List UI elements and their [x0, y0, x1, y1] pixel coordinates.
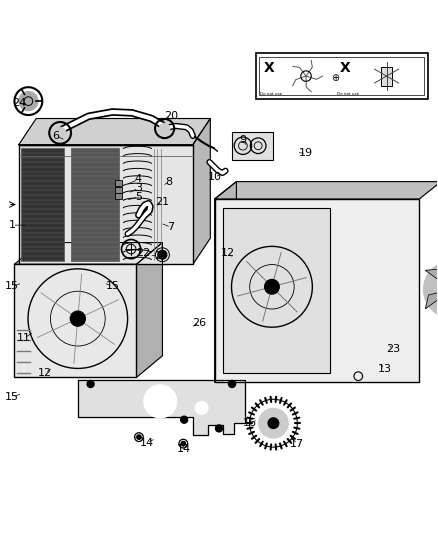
- Polygon shape: [215, 182, 438, 199]
- Bar: [115, 193, 122, 199]
- Bar: [215, 199, 419, 382]
- Bar: [71, 148, 119, 261]
- Circle shape: [137, 435, 141, 439]
- Text: 8: 8: [166, 176, 173, 187]
- Polygon shape: [425, 269, 438, 289]
- Text: 16: 16: [243, 418, 257, 428]
- Bar: [115, 187, 122, 193]
- Circle shape: [159, 123, 170, 134]
- Circle shape: [229, 381, 236, 387]
- Text: 6: 6: [52, 131, 59, 141]
- Text: 22: 22: [136, 248, 150, 259]
- Text: 3: 3: [135, 183, 142, 193]
- Text: 23: 23: [386, 344, 400, 354]
- Text: 20: 20: [164, 111, 178, 122]
- Circle shape: [144, 385, 177, 418]
- Text: 2: 2: [155, 251, 162, 261]
- Text: 10: 10: [208, 172, 222, 182]
- Text: X: X: [339, 61, 350, 75]
- Circle shape: [195, 401, 208, 415]
- Polygon shape: [136, 243, 162, 377]
- Circle shape: [158, 251, 167, 259]
- Bar: [14, 264, 136, 377]
- Text: 13: 13: [378, 364, 392, 374]
- Text: Do not use: Do not use: [260, 92, 283, 96]
- Text: 14: 14: [140, 438, 154, 448]
- Bar: [381, 67, 392, 86]
- Text: 24: 24: [12, 98, 26, 108]
- Circle shape: [71, 311, 85, 326]
- Text: 21: 21: [155, 197, 170, 207]
- Text: 15: 15: [5, 392, 19, 402]
- Text: 4: 4: [135, 174, 142, 184]
- Circle shape: [268, 418, 279, 429]
- Text: 1: 1: [9, 220, 16, 230]
- Circle shape: [215, 425, 223, 432]
- Text: 9: 9: [240, 135, 247, 146]
- Text: 7: 7: [168, 222, 175, 232]
- Bar: [259, 56, 424, 95]
- Text: ⊕: ⊕: [331, 74, 339, 83]
- Text: 14: 14: [177, 445, 191, 454]
- Bar: [21, 148, 64, 261]
- Polygon shape: [215, 182, 237, 382]
- Bar: [115, 180, 122, 187]
- Bar: [256, 53, 428, 99]
- Circle shape: [258, 408, 288, 438]
- Circle shape: [87, 381, 94, 387]
- Circle shape: [181, 441, 185, 446]
- Text: 15: 15: [5, 281, 19, 291]
- Circle shape: [265, 279, 279, 294]
- Polygon shape: [193, 118, 210, 264]
- Bar: [223, 208, 330, 373]
- Polygon shape: [78, 379, 245, 435]
- Text: 17: 17: [290, 439, 304, 449]
- Text: 12: 12: [38, 368, 52, 378]
- Polygon shape: [14, 243, 162, 264]
- Text: X: X: [264, 61, 275, 75]
- Bar: [232, 132, 273, 160]
- Circle shape: [181, 416, 187, 423]
- Circle shape: [54, 127, 66, 139]
- Text: 15: 15: [106, 281, 120, 291]
- Circle shape: [19, 92, 38, 111]
- Text: 5: 5: [135, 192, 142, 202]
- Text: 19: 19: [299, 148, 313, 158]
- Polygon shape: [425, 289, 438, 309]
- Polygon shape: [19, 118, 210, 144]
- Text: 12: 12: [221, 248, 235, 259]
- Circle shape: [424, 261, 438, 318]
- Text: 26: 26: [192, 318, 206, 328]
- Bar: [19, 144, 193, 264]
- Text: 11: 11: [17, 333, 31, 343]
- Text: Do not use: Do not use: [337, 92, 359, 96]
